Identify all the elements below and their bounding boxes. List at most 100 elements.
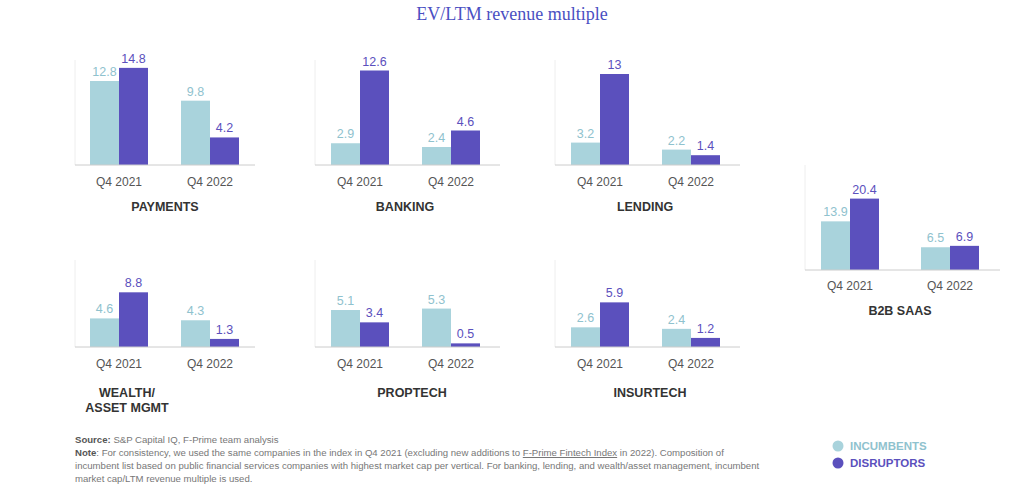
data-label: 4.6 — [457, 115, 474, 129]
baseline — [805, 270, 1000, 271]
data-label: 4.6 — [96, 302, 113, 316]
data-label: 2.4 — [428, 131, 445, 145]
bars — [90, 292, 239, 347]
legend-swatch — [833, 458, 844, 469]
baseline — [75, 165, 255, 166]
category-label: Q4 2021 — [96, 175, 142, 189]
panel: 12.814.8Q4 20219.84.2Q4 2022PAYMENTS — [75, 52, 255, 214]
data-label: 13.9 — [823, 205, 847, 219]
panel: 13.920.4Q4 20216.56.9Q4 2022B2B SAAS — [805, 165, 1000, 318]
bar — [850, 199, 879, 270]
panel-title: B2B SAAS — [868, 304, 931, 318]
panel-title: BANKING — [376, 200, 434, 214]
data-label: 13 — [608, 58, 622, 72]
bar — [119, 292, 148, 347]
title-line: B2B SAAS — [868, 304, 931, 318]
panel-title: LENDING — [617, 200, 673, 214]
baseline — [75, 347, 255, 348]
bar — [662, 329, 691, 347]
panel: 5.13.4Q4 20215.30.5Q4 2022PROPTECH — [315, 260, 500, 400]
category-label: Q4 2021 — [337, 175, 383, 189]
data-label: 1.3 — [216, 323, 233, 337]
data-label: 3.2 — [577, 127, 594, 141]
bar — [90, 318, 119, 347]
panel-title: PROPTECH — [377, 386, 446, 400]
data-label: 12.6 — [362, 55, 386, 69]
title-line: PAYMENTS — [131, 200, 198, 214]
panel-title: PAYMENTS — [131, 200, 198, 214]
bar — [422, 309, 451, 347]
y-axis-line — [555, 60, 556, 165]
data-label: 2.9 — [337, 127, 354, 141]
data-label: 4.3 — [187, 304, 204, 318]
bar — [360, 71, 389, 166]
legend: INCUMBENTSDISRUPTORS — [833, 440, 927, 469]
bar — [921, 247, 950, 270]
title-line: WEALTH/ — [99, 386, 156, 400]
bars — [571, 74, 720, 165]
bar — [181, 101, 210, 165]
bars — [821, 199, 979, 270]
bars — [571, 302, 720, 347]
legend-label: INCUMBENTS — [850, 440, 927, 452]
note-text: : For consistency, we used the same comp… — [96, 447, 522, 458]
data-label: 6.5 — [927, 231, 944, 245]
bar — [210, 137, 239, 165]
bar — [571, 327, 600, 347]
bar — [821, 221, 850, 270]
bar — [90, 81, 119, 165]
data-label: 14.8 — [121, 52, 145, 66]
chart-canvas: EV/LTM revenue multiple 12.8 14.8 Q4 2021 9.… — [0, 0, 1024, 499]
bar — [600, 74, 629, 165]
bar — [331, 310, 360, 347]
data-label: 6.9 — [956, 230, 973, 244]
note-line: Note: For consistency, we used the same … — [75, 446, 760, 485]
category-label: Q4 2022 — [187, 175, 233, 189]
category-label: Q4 2021 — [337, 357, 383, 371]
y-axis-line — [75, 60, 76, 165]
legend-swatch — [833, 441, 844, 452]
bar — [600, 302, 629, 347]
panel: 4.6 8.8 Q4 2021 4.3 1.3 Q4 2022 WEALTH/ASSET M… — [75, 260, 255, 415]
data-label: 8.8 — [125, 276, 142, 290]
y-axis-line — [805, 165, 806, 270]
source-label: Source: — [75, 434, 111, 445]
title-line: INSURTECH — [614, 386, 687, 400]
category-label: Q4 2022 — [428, 357, 474, 371]
data-label: 20.4 — [852, 183, 876, 197]
title-line: ASSET MGMT — [85, 401, 169, 415]
note-link[interactable]: F-Prime Fintech Index — [523, 447, 617, 458]
category-label: Q4 2022 — [187, 357, 233, 371]
panel-title: WEALTH/ASSET MGMT — [85, 386, 169, 415]
data-label: 1.4 — [697, 139, 714, 153]
page: EV/LTM revenue multiple 12.8 14.8 Q4 2021 9.… — [0, 0, 1024, 499]
data-label: 3.4 — [366, 306, 383, 320]
y-axis-line — [315, 260, 316, 347]
bar — [331, 143, 360, 165]
data-label: 2.4 — [668, 313, 685, 327]
category-label: Q4 2022 — [668, 357, 714, 371]
bar — [691, 338, 720, 347]
data-label: 5.9 — [606, 286, 623, 300]
bar — [571, 143, 600, 165]
data-label: 5.3 — [428, 293, 445, 307]
bar — [422, 147, 451, 165]
category-label: Q4 2021 — [96, 357, 142, 371]
note-label: Note — [75, 447, 96, 458]
panel-title: INSURTECH — [614, 386, 687, 400]
panel: 3.213Q4 20212.21.4Q4 2022LENDING — [555, 58, 740, 214]
bar — [950, 246, 979, 270]
bar — [181, 320, 210, 347]
main-title: EV/LTM revenue multiple — [416, 4, 607, 24]
source-text: S&P Capital IQ, F-Prime team analysis — [113, 434, 278, 445]
data-label: 2.6 — [577, 311, 594, 325]
category-label: Q4 2021 — [577, 175, 623, 189]
data-label: 0.5 — [457, 327, 474, 341]
data-label: 9.8 — [187, 85, 204, 99]
panel: 2.65.9Q4 20212.41.2Q4 2022INSURTECH — [555, 260, 740, 400]
bars — [331, 71, 480, 166]
notes: Source: S&P Capital IQ, F-Prime team ana… — [75, 433, 760, 485]
bar — [451, 131, 480, 166]
data-label: 12.8 — [92, 65, 116, 79]
title-line: PROPTECH — [377, 386, 446, 400]
